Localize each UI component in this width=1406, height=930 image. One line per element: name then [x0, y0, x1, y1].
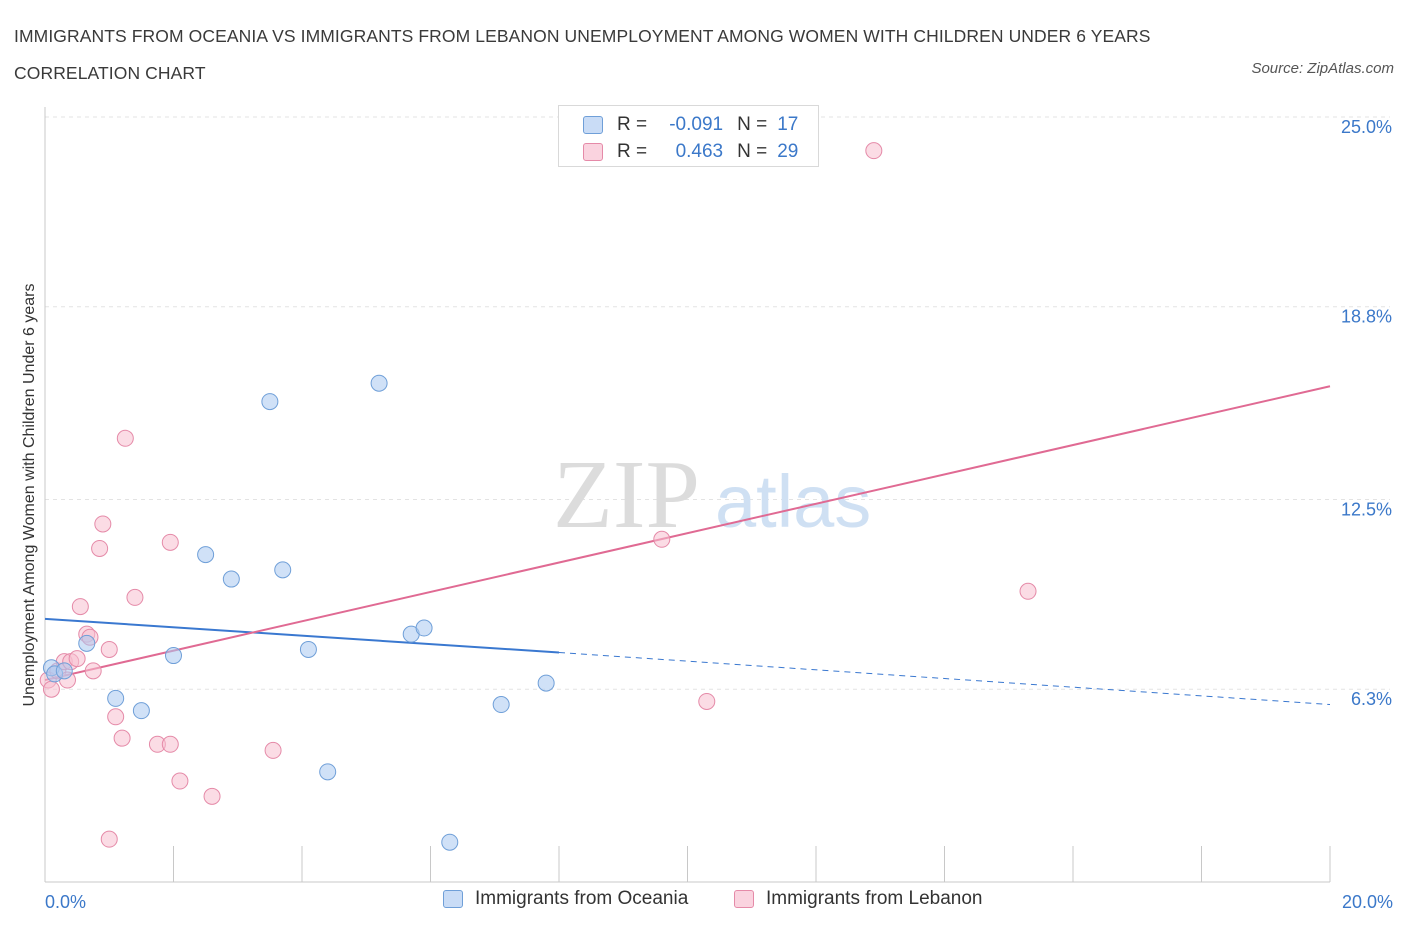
- correlation-legend: R = -0.091 N = 17 R = 0.463 N = 29: [558, 105, 819, 167]
- trend-lines: [44, 385, 1331, 706]
- lebanon-point: [126, 588, 144, 606]
- legend-row-lebanon: R = 0.463 N = 29: [583, 140, 798, 164]
- y-tick-label: 12.5%: [1341, 500, 1392, 520]
- lebanon-point: [113, 729, 131, 747]
- lebanon-point: [107, 708, 125, 726]
- lebanon-legend-label: Immigrants from Lebanon: [766, 888, 983, 909]
- lebanon-point: [1019, 582, 1037, 600]
- oceania-point: [492, 696, 510, 714]
- legend-r-label: R =: [617, 141, 648, 162]
- lebanon-point: [264, 741, 282, 759]
- lebanon-point: [100, 640, 118, 658]
- lebanon-point: [68, 650, 86, 668]
- legend-item-oceania[interactable]: Immigrants from Oceania: [443, 888, 688, 910]
- lebanon-point: [161, 533, 179, 551]
- watermark: ZIP atlas: [553, 441, 871, 549]
- oceania-trend-extension: [558, 652, 1331, 706]
- x-tick-label: 0.0%: [45, 892, 86, 912]
- lebanon-point: [100, 830, 118, 848]
- lebanon-point: [91, 539, 109, 557]
- axes: [44, 107, 1331, 883]
- y-tick-label: 25.0%: [1341, 117, 1392, 137]
- lebanon-r-value: 0.463: [675, 141, 724, 162]
- lebanon-point: [203, 787, 221, 805]
- watermark-zip: ZIP: [553, 441, 700, 549]
- oceania-point: [415, 619, 433, 637]
- legend-row-oceania: R = -0.091 N = 17: [583, 113, 798, 137]
- lebanon-swatch: [583, 143, 603, 161]
- source-label: Source: ZipAtlas.com: [1251, 60, 1394, 77]
- gridlines: [45, 116, 1390, 690]
- watermark-atlas: atlas: [715, 460, 871, 543]
- legend-n-label: N =: [737, 141, 768, 162]
- lebanon-point: [653, 530, 671, 548]
- lebanon-legend-swatch: [734, 890, 754, 908]
- lebanon-trend-line: [44, 385, 1331, 682]
- oceania-point: [441, 833, 459, 851]
- legend-n-label: N =: [737, 114, 768, 135]
- lebanon-point: [94, 515, 112, 533]
- lebanon-point: [84, 662, 102, 680]
- oceania-swatch: [583, 116, 603, 134]
- lebanon-point: [698, 692, 716, 710]
- oceania-point: [197, 546, 215, 564]
- oceania-point: [370, 374, 388, 392]
- oceania-point: [261, 393, 279, 411]
- oceania-point: [78, 634, 96, 652]
- oceania-point: [537, 674, 555, 692]
- oceania-point: [299, 640, 317, 658]
- oceania-point: [55, 662, 73, 680]
- lebanon-point: [161, 735, 179, 753]
- oceania-point: [319, 763, 337, 781]
- oceania-point: [107, 689, 125, 707]
- legend-r-label: R =: [617, 114, 648, 135]
- data-points: [39, 142, 1037, 851]
- oceania-point: [274, 561, 292, 579]
- lebanon-point: [865, 142, 883, 160]
- oceania-legend-label: Immigrants from Oceania: [475, 888, 689, 909]
- oceania-point: [165, 647, 182, 665]
- y-tick-label: 18.8%: [1341, 307, 1392, 327]
- lebanon-point: [116, 429, 134, 447]
- tick-labels: 6.3% 12.5% 18.8% 25.0% 0.0% 20.0%: [45, 117, 1393, 912]
- y-tick-label: 6.3%: [1351, 689, 1392, 709]
- oceania-n-value: 17: [777, 114, 799, 135]
- oceania-point: [222, 570, 240, 588]
- oceania-r-value: -0.091: [669, 114, 724, 135]
- x-tick-label: 20.0%: [1342, 892, 1393, 912]
- oceania-point: [132, 702, 150, 720]
- legend-item-lebanon[interactable]: Immigrants from Lebanon: [734, 888, 983, 910]
- oceania-legend-swatch: [443, 890, 463, 908]
- lebanon-point: [42, 680, 60, 698]
- lebanon-point: [171, 772, 189, 790]
- chart-title: IMMIGRANTS FROM OCEANIA VS IMMIGRANTS FR…: [14, 26, 1151, 83]
- lebanon-n-value: 29: [777, 141, 799, 162]
- oceania-trend-line: [44, 617, 560, 654]
- lebanon-point: [71, 598, 89, 616]
- series-legend: Immigrants from Oceania Immigrants from …: [0, 888, 1406, 918]
